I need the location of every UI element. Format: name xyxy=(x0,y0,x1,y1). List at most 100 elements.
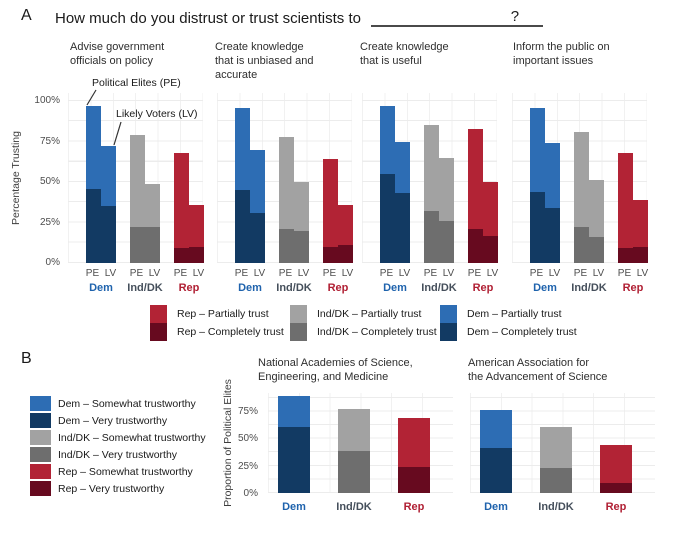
bar-segment-dark xyxy=(101,206,116,263)
bar-segment-dark xyxy=(589,237,604,263)
bar-segment-dark xyxy=(130,227,145,263)
bar-Dem-PE xyxy=(235,107,250,263)
legend-b-swatch-rep-dark xyxy=(30,481,51,496)
bar-Ind/DK-PE xyxy=(574,131,589,263)
chart-nasem: Dem Ind/DK Rep xyxy=(268,393,453,523)
chart-advise-policy: PE LV Dem PE LV Ind/DK PE LV Rep xyxy=(68,93,204,303)
bar-Rep-LV xyxy=(189,204,204,263)
group-label-Rep: Rep xyxy=(622,282,644,294)
plot-area xyxy=(217,93,353,263)
chart-unbiased-knowledge: PE LV Dem PE LV Ind/DK PE LV Rep xyxy=(217,93,353,303)
legend-b-label-ind-dark: Ind/DK – Very trustworthy xyxy=(58,449,178,461)
group-label-Ind/DK: Ind/DK xyxy=(421,282,457,294)
bar-segment-dark xyxy=(530,191,545,263)
legend-a-swatch-ind-dark xyxy=(290,323,307,341)
y-tick-50: 50% xyxy=(39,176,60,187)
bar-segment-dark xyxy=(338,450,370,493)
legend-b-swatch-dem-light xyxy=(30,396,51,411)
y-tick-25: 25% xyxy=(39,217,60,228)
legend-a-label-dem-dark: Dem – Completely trust xyxy=(467,326,577,338)
bar-Rep-PE xyxy=(468,128,483,263)
bar-Dem-Dem xyxy=(278,396,310,493)
bar-Ind/DK-LV xyxy=(294,182,309,263)
legend-a-label-ind-light: Ind/DK – Partially trust xyxy=(317,308,422,320)
legend-a-swatch-rep-dark xyxy=(150,323,167,341)
y-tick-0: 0% xyxy=(45,257,60,268)
bar-segment-dark xyxy=(618,248,633,263)
panel-a-title-text: How much do you distrust or trust scient… xyxy=(55,10,361,27)
group-label-Rep: Rep xyxy=(178,282,200,294)
group-label-Dem: Dem xyxy=(89,282,113,294)
y-tick-100: 100% xyxy=(34,95,60,106)
bar-Ind/DK-LV xyxy=(439,157,454,263)
panel-a-y-axis-label: Percentage Trusting xyxy=(10,131,22,225)
bar-Dem-PE xyxy=(86,105,101,263)
bar-pair-tick-Rep: PE LV xyxy=(467,268,499,279)
bar-pair-tick-Rep: PE LV xyxy=(173,268,205,279)
subtitle-unbiased-knowledge: Create knowledge that is unbiased and ac… xyxy=(215,41,314,81)
legend-b-label-dem-light: Dem – Somewhat trustworthy xyxy=(58,398,196,410)
legend-a-label-dem-light: Dem – Partially trust xyxy=(467,308,562,320)
annotation-political-elites: Political Elites (PE) xyxy=(92,77,181,89)
bar-segment-dark xyxy=(545,207,560,263)
bar-segment-dark xyxy=(480,448,512,493)
group-label-Ind/DK: Ind/DK xyxy=(276,282,312,294)
panel-a-title: How much do you distrust or trust scient… xyxy=(55,8,544,27)
bar-Rep-PE xyxy=(174,152,189,263)
bar-Rep-PE xyxy=(323,159,338,263)
legend-b-swatch-rep-light xyxy=(30,464,51,479)
subtitle-useful-knowledge: Create knowledge that is useful xyxy=(360,41,449,67)
group-label-Rep: Rep xyxy=(403,501,425,513)
bar-Dem-PE xyxy=(380,105,395,263)
bar-Rep-Rep xyxy=(600,445,632,493)
bar-Dem-Dem xyxy=(480,410,512,493)
bar-segment-dark xyxy=(174,248,189,263)
bar-Ind/DK-PE xyxy=(279,136,294,263)
legend-a-label-ind-dark: Ind/DK – Completely trust xyxy=(317,326,437,338)
panel-b-label: B xyxy=(21,350,32,367)
legend-b-label-rep-dark: Rep – Very trustworthy xyxy=(58,483,165,495)
bar-segment-dark xyxy=(540,467,572,493)
chart-inform-public: PE LV Dem PE LV Ind/DK PE LV Rep xyxy=(512,93,648,303)
bar-pair-tick-Ind/DK: PE LV xyxy=(278,268,310,279)
bar-segment-dark xyxy=(250,212,265,263)
bar-segment-dark xyxy=(424,211,439,263)
legend-b-label-dem-dark: Dem – Very trustworthy xyxy=(58,415,168,427)
group-label-Rep: Rep xyxy=(605,501,627,513)
plot-area xyxy=(68,93,204,263)
group-label-Ind/DK: Ind/DK xyxy=(538,501,574,513)
bar-Rep-Rep xyxy=(398,417,430,493)
bar-Dem-PE xyxy=(530,107,545,263)
bar-Dem-LV xyxy=(545,143,560,263)
legend-b-swatch-ind-light xyxy=(30,430,51,445)
bar-segment-dark xyxy=(278,426,310,493)
chart-useful-knowledge: PE LV Dem PE LV Ind/DK PE LV Rep xyxy=(362,93,498,303)
plot-area xyxy=(362,93,498,263)
legend-a-swatch-ind-light xyxy=(290,305,307,323)
bar-pair-tick-Dem: PE LV xyxy=(234,268,266,279)
plot-area xyxy=(512,93,648,263)
group-label-Dem: Dem xyxy=(383,282,407,294)
title-question-mark: ? xyxy=(510,8,520,25)
bar-segment-dark xyxy=(600,483,632,493)
bar-segment-dark xyxy=(439,220,454,263)
bar-segment-dark xyxy=(468,229,483,263)
title-aaas: American Association for the Advancement… xyxy=(468,357,608,383)
bar-Ind/DK-Ind/DK xyxy=(338,409,370,493)
b-y-tick-50: 50% xyxy=(237,433,258,444)
b-y-tick-0: 0% xyxy=(243,488,258,499)
group-label-Ind/DK: Ind/DK xyxy=(336,501,372,513)
bar-Rep-LV xyxy=(633,199,648,263)
annotation-likely-voters: Likely Voters (LV) xyxy=(116,108,198,120)
bar-pair-tick-Rep: PE LV xyxy=(617,268,649,279)
bar-segment-dark xyxy=(633,246,648,263)
b-y-tick-75: 75% xyxy=(237,406,258,417)
legend-b-swatch-ind-dark xyxy=(30,447,51,462)
group-label-Ind/DK: Ind/DK xyxy=(571,282,607,294)
bar-Rep-PE xyxy=(618,152,633,263)
bar-Ind/DK-PE xyxy=(130,135,145,263)
chart-aaas: Dem Ind/DK Rep xyxy=(470,393,655,523)
bar-pair-tick-Ind/DK: PE LV xyxy=(129,268,161,279)
bar-Ind/DK-LV xyxy=(589,180,604,263)
b-y-tick-25: 25% xyxy=(237,461,258,472)
